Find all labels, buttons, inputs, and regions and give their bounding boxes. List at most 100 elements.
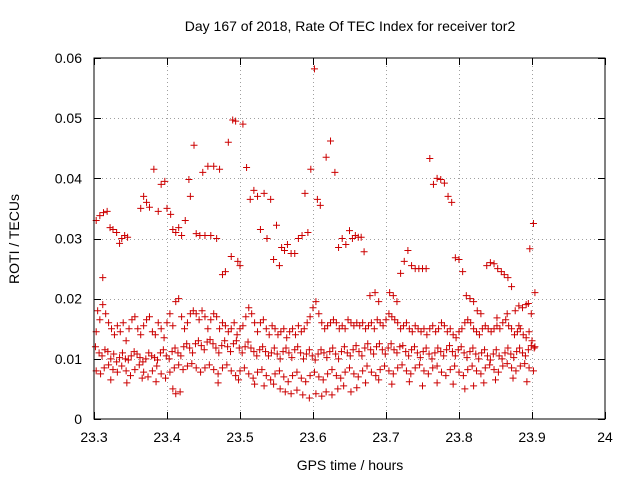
data-point <box>393 349 401 357</box>
data-point <box>119 319 127 327</box>
x-tick-label: 23.5 <box>226 429 253 445</box>
data-point <box>347 319 355 327</box>
data-point <box>258 366 266 374</box>
data-point <box>297 349 305 357</box>
data-point <box>341 368 349 376</box>
data-point <box>189 307 197 315</box>
data-point <box>458 325 466 333</box>
data-point <box>180 343 188 351</box>
data-point <box>449 380 457 388</box>
data-point <box>181 216 189 224</box>
data-point <box>329 316 337 324</box>
data-point <box>262 372 270 380</box>
data-point <box>528 337 536 345</box>
data-point <box>205 361 213 369</box>
data-point <box>470 325 478 333</box>
data-point <box>434 344 442 352</box>
data-point <box>386 289 394 297</box>
data-point <box>236 367 244 375</box>
data-point <box>172 298 180 306</box>
data-point <box>463 354 471 362</box>
data-point <box>151 331 159 339</box>
x-tick-label: 23.6 <box>299 429 326 445</box>
data-point <box>451 362 459 370</box>
data-point <box>408 346 416 354</box>
data-point <box>172 390 180 398</box>
data-point <box>364 340 372 348</box>
data-point <box>206 336 214 344</box>
data-point <box>168 348 176 356</box>
data-point <box>251 319 259 327</box>
data-point <box>437 176 445 184</box>
data-point <box>525 364 533 372</box>
data-point <box>221 337 229 345</box>
y-tick-label: 0.02 <box>55 291 82 307</box>
data-point <box>504 344 512 352</box>
data-point <box>229 116 237 124</box>
data-point <box>297 328 305 336</box>
data-point <box>408 328 416 336</box>
data-point <box>429 364 437 372</box>
data-point <box>137 204 145 212</box>
data-point <box>357 233 365 241</box>
data-point <box>267 349 275 357</box>
data-point <box>346 352 354 360</box>
data-point <box>443 328 451 336</box>
data-point <box>455 368 463 376</box>
data-point <box>510 354 518 362</box>
data-point <box>530 344 538 352</box>
data-point <box>227 367 235 375</box>
data-point <box>113 322 121 330</box>
data-point <box>433 379 441 387</box>
data-point <box>527 310 535 318</box>
data-point <box>268 322 276 330</box>
data-point <box>411 364 419 372</box>
data-point <box>253 352 261 360</box>
data-point <box>359 319 367 327</box>
data-point <box>300 325 308 333</box>
data-point <box>243 164 251 172</box>
data-point <box>451 352 459 360</box>
data-point <box>521 360 529 368</box>
data-point <box>494 368 502 376</box>
data-point <box>124 233 132 241</box>
data-point <box>171 344 179 352</box>
data-point <box>100 364 108 372</box>
data-point <box>442 372 450 380</box>
data-point <box>490 260 498 268</box>
data-point <box>489 350 497 358</box>
data-point <box>397 269 405 277</box>
data-point <box>504 274 512 282</box>
data-point <box>402 319 410 327</box>
data-point <box>481 322 489 330</box>
data-point <box>306 372 314 380</box>
data-point <box>284 378 292 386</box>
data-point <box>335 355 343 363</box>
data-point <box>360 248 368 256</box>
data-point <box>519 304 527 312</box>
data-point <box>238 349 246 357</box>
data-point <box>143 198 151 206</box>
data-point <box>509 374 517 382</box>
data-point <box>444 192 452 200</box>
data-point <box>131 366 139 374</box>
data-point <box>148 367 156 375</box>
data-point <box>431 349 439 357</box>
data-point <box>387 340 395 348</box>
data-point <box>448 348 456 356</box>
data-point <box>340 382 348 390</box>
data-point <box>502 316 510 324</box>
data-point <box>481 364 489 372</box>
data-point <box>508 364 516 372</box>
data-point <box>297 374 305 382</box>
data-point <box>242 313 250 321</box>
data-point <box>159 346 167 354</box>
data-point <box>363 362 371 370</box>
data-point <box>192 230 200 238</box>
data-point <box>524 299 532 307</box>
data-point <box>490 366 498 374</box>
data-point <box>107 376 115 384</box>
data-point <box>221 268 229 276</box>
data-point <box>338 235 346 242</box>
data-point <box>101 346 109 354</box>
